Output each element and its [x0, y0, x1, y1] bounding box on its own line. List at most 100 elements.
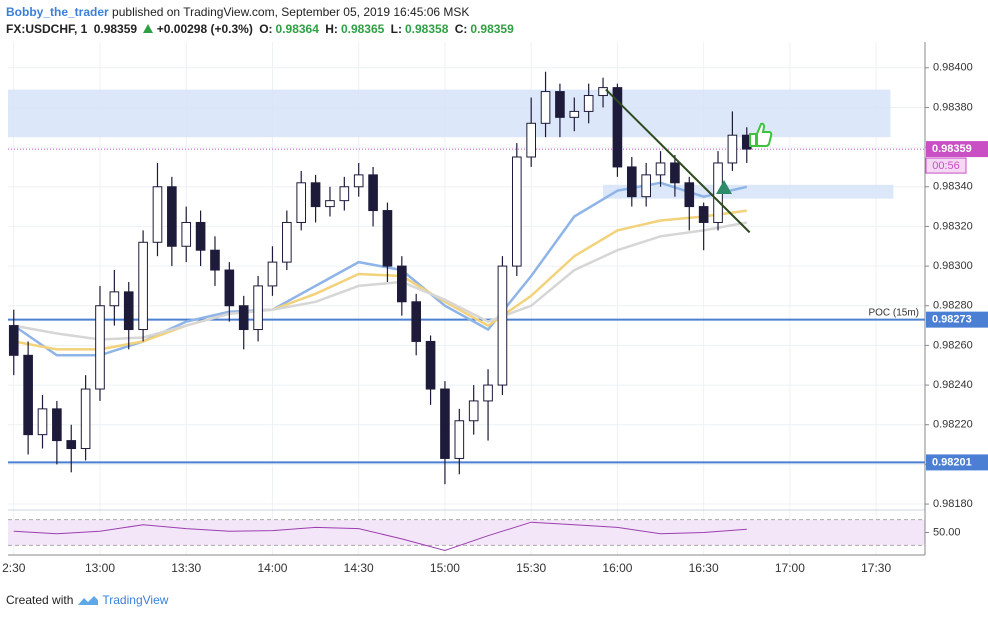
- x-tick-label: 16:30: [689, 561, 719, 575]
- y-tick-label: 0.98280: [933, 300, 973, 312]
- candle-body: [66, 440, 77, 450]
- countdown: 00:56: [932, 160, 960, 172]
- x-tick-label: 17:30: [861, 561, 891, 575]
- arrow-icon: [716, 180, 732, 194]
- candle-body: [353, 174, 364, 188]
- moving-average: [13, 209, 747, 351]
- candle-body: [109, 291, 120, 307]
- level-box: [926, 311, 988, 328]
- low: 0.98358: [405, 22, 449, 36]
- candle-body: [368, 174, 378, 212]
- candle-body: [468, 400, 479, 422]
- candle-body: [282, 221, 292, 263]
- rsi-band: [8, 519, 925, 546]
- o-label: O:: [259, 22, 273, 36]
- candle-body: [569, 110, 580, 118]
- zone: [8, 89, 891, 138]
- candle-body: [411, 301, 422, 342]
- footer-text: Created with: [6, 593, 74, 607]
- candle-body: [8, 325, 19, 356]
- rsi-line: [13, 521, 747, 552]
- l-label: L:: [390, 22, 402, 36]
- moving-average: [13, 221, 748, 341]
- candle-body: [397, 265, 407, 303]
- candle-body: [167, 186, 177, 247]
- candle-body: [497, 265, 508, 386]
- candle-body: [454, 420, 465, 459]
- candle-body: [195, 221, 206, 251]
- x-tick-label: 14:00: [257, 561, 287, 575]
- up-icon: [143, 24, 154, 33]
- published: published on TradingView.com, September …: [112, 5, 470, 19]
- candle-body: [267, 261, 278, 287]
- candle-body: [95, 305, 105, 390]
- candle-body: [80, 388, 91, 450]
- level-label: 0.98201: [932, 456, 972, 468]
- y-tick-label: 0.98340: [933, 181, 973, 193]
- x-tick-label: 13:00: [85, 561, 115, 575]
- candle-body: [296, 182, 307, 223]
- countdown-box: [925, 157, 967, 174]
- high: 0.98365: [340, 22, 385, 36]
- candle-body: [684, 182, 695, 208]
- symbol: FX:USDCHF, 1: [6, 22, 88, 36]
- candle-body: [583, 95, 594, 112]
- candle-body: [698, 206, 709, 223]
- author[interactable]: Bobby_the_trader: [6, 5, 109, 19]
- x-tick-label: 16:00: [602, 561, 632, 575]
- candle-body: [727, 134, 738, 164]
- candle-body: [598, 87, 608, 97]
- c-label: C:: [454, 22, 468, 36]
- candle-body: [325, 200, 335, 208]
- candle-body: [152, 186, 163, 243]
- footer: Created with TradingView: [6, 593, 168, 607]
- candle-body: [238, 305, 249, 331]
- candle-body: [224, 269, 235, 307]
- candle-body: [253, 285, 263, 331]
- last: 0.98359: [93, 22, 138, 36]
- x-tick-label: 14:30: [344, 561, 374, 575]
- candle-body: [37, 408, 48, 436]
- x-tick-label: 15:00: [430, 561, 460, 575]
- y-tick-label: 0.98320: [933, 220, 973, 232]
- candle-body: [612, 87, 623, 168]
- candle-body: [382, 210, 393, 267]
- candle-body: [641, 174, 651, 198]
- y-tick-label: 0.98300: [933, 260, 973, 272]
- brand[interactable]: TradingView: [102, 593, 169, 607]
- chart: 2:30 13:00 13:30 14:00 14:30 15:00 15:30 16:00 1…: [2, 42, 988, 575]
- candle-body: [181, 221, 192, 247]
- candle-body: [310, 182, 321, 208]
- candle-body: [440, 388, 450, 459]
- x-tick-label: 15:30: [516, 561, 546, 575]
- header: Bobby_the_trader published on TradingVie…: [6, 4, 517, 38]
- candle-body: [425, 340, 436, 390]
- candle-body: [511, 156, 522, 267]
- candle-body: [52, 408, 62, 442]
- candle-body: [540, 91, 551, 124]
- quote-line: FX:USDCHF, 1 0.98359 +0.00298 (+0.3%) O:…: [6, 21, 517, 38]
- last-price-box: [926, 141, 988, 158]
- trendline: [605, 88, 751, 234]
- thumbs-up-icon: [749, 122, 773, 147]
- candle-body: [483, 384, 493, 402]
- candle-body: [210, 249, 220, 271]
- candle-body: [339, 186, 350, 202]
- last-price-label: 0.98359: [932, 143, 972, 155]
- close: 0.98359: [470, 22, 514, 36]
- x-tick-label: 13:30: [171, 561, 201, 575]
- level-name: POC (15m): [868, 307, 919, 318]
- y-tick-label: 0.98220: [933, 419, 973, 431]
- candle-body: [123, 291, 134, 331]
- candle-body: [23, 354, 33, 436]
- y-tick-label: 0.98240: [933, 379, 973, 391]
- rsi-tick-label: 50.00: [933, 526, 961, 538]
- y-tick-label: 0.98260: [933, 339, 973, 351]
- x-tick-label: 17:00: [775, 561, 805, 575]
- candle-body: [526, 122, 536, 158]
- change: +0.00298 (+0.3%): [156, 22, 253, 36]
- y-tick-label: 0.98180: [933, 498, 973, 510]
- open: 0.98364: [275, 22, 319, 36]
- level-label: 0.98273: [932, 314, 972, 326]
